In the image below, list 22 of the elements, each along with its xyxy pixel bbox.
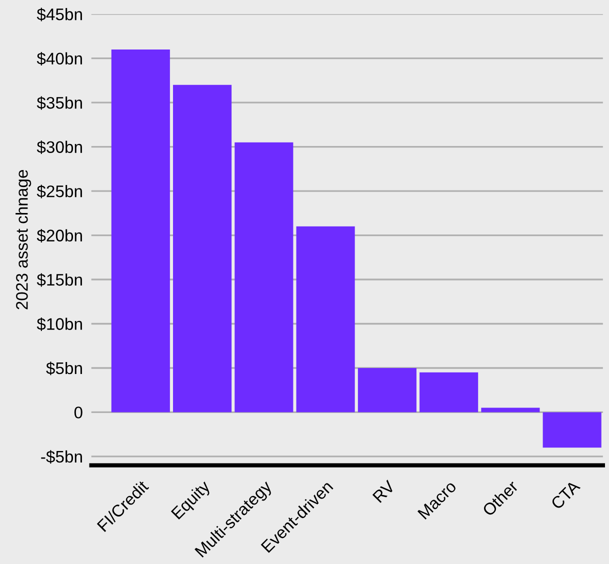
bar	[481, 408, 540, 412]
bar	[358, 368, 416, 412]
y-tick-label: $25bn	[36, 184, 82, 198]
bar	[542, 412, 602, 448]
y-tick-label: $10bn	[36, 317, 82, 331]
y-tick-label: $40bn	[36, 52, 82, 66]
y-tick-label: $5bn	[46, 362, 82, 376]
y-tick-label: -$5bn	[41, 450, 82, 464]
y-tick-label: $45bn	[36, 8, 82, 22]
y-tick-label: $35bn	[36, 96, 82, 110]
y-tick-label: $30bn	[36, 140, 82, 154]
bar	[111, 49, 170, 412]
y-tick-label: $15bn	[36, 273, 82, 287]
y-axis-title: 2023 asset chnage	[16, 170, 32, 310]
bar	[420, 372, 478, 412]
y-tick-label: 0	[74, 406, 82, 418]
bar	[296, 226, 355, 412]
x-tick-label: CTA	[550, 480, 581, 510]
bar	[234, 142, 294, 412]
y-tick-label: $20bn	[36, 228, 82, 242]
x-tick-label: RV	[372, 480, 396, 503]
bar	[173, 84, 232, 412]
